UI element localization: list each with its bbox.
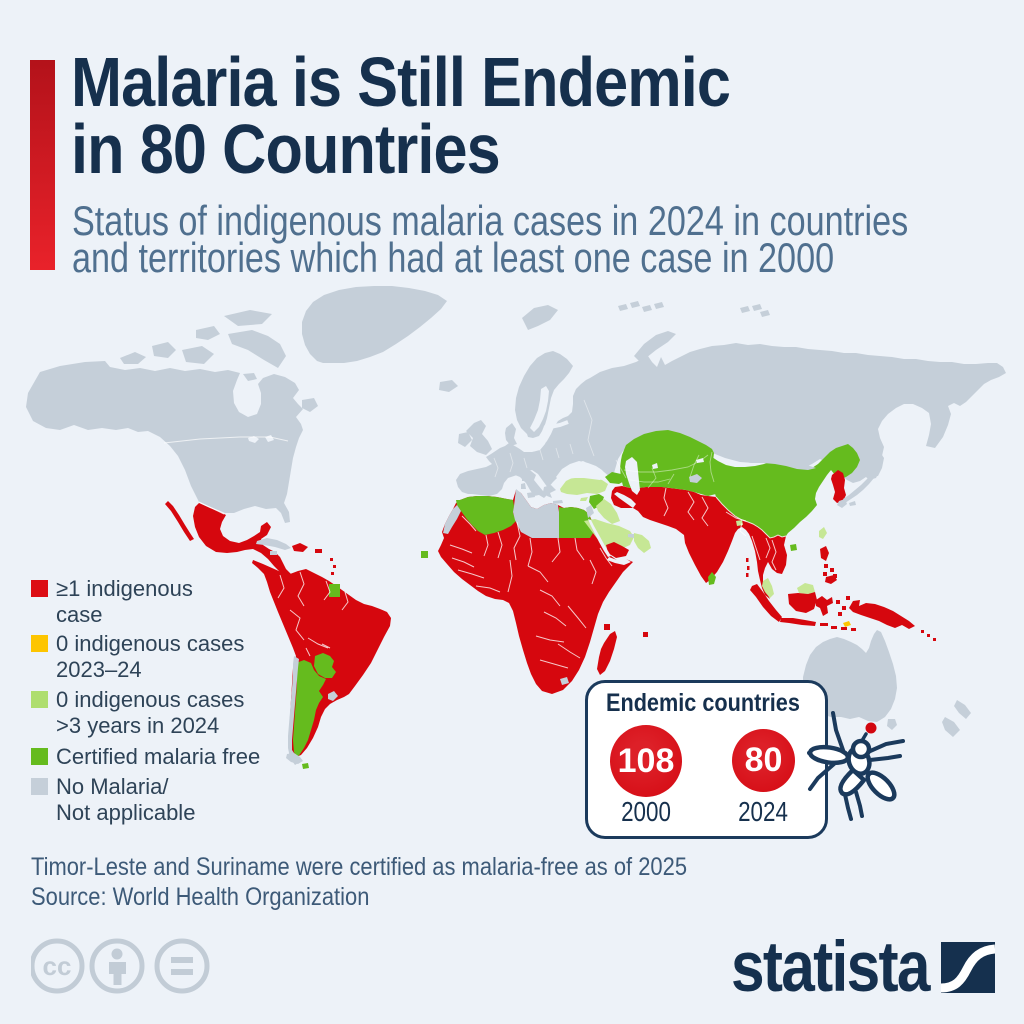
svg-text:cc: cc [43, 951, 72, 981]
